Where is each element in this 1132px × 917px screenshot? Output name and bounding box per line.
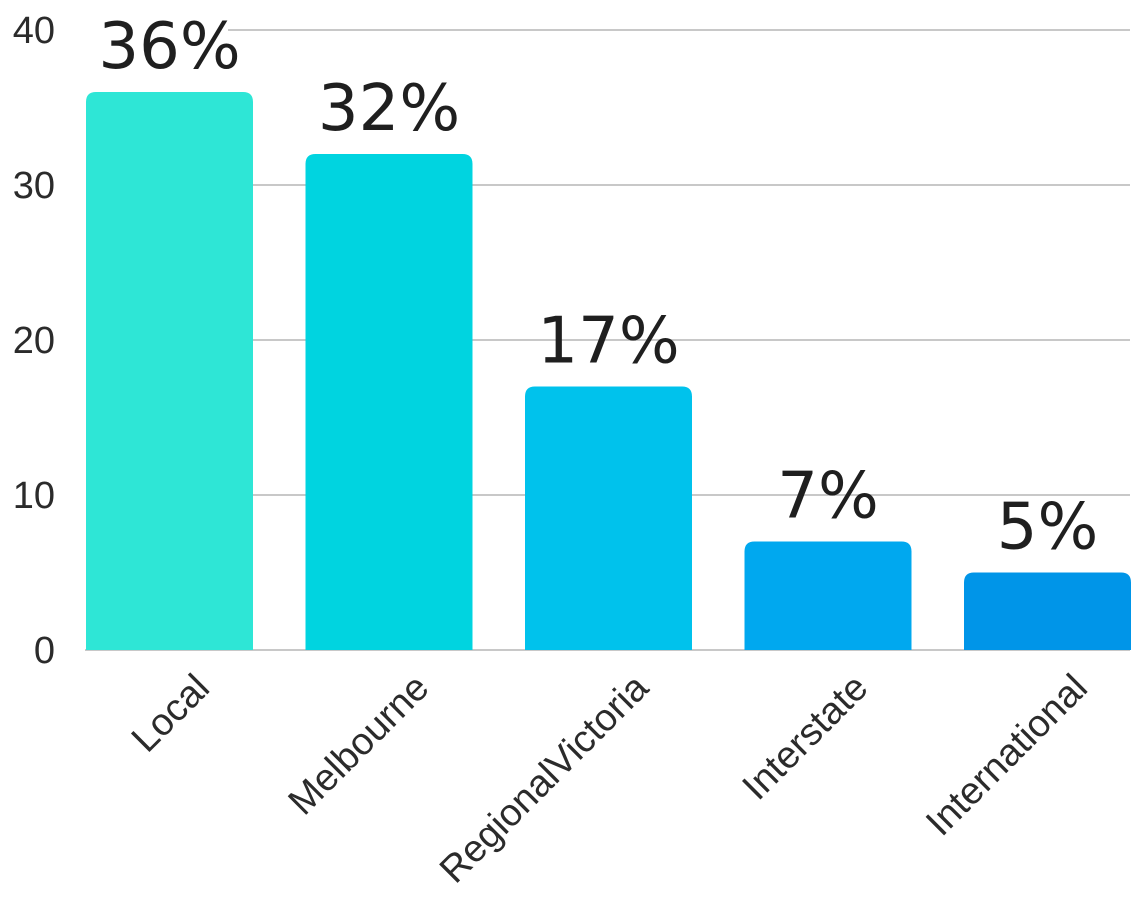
x-tick-label: Local [124,667,218,761]
y-tick-label: 40 [13,10,55,52]
bar-local [86,92,253,650]
bar-international [964,572,1131,650]
bars [86,92,1131,650]
bar-regionalvictoria [525,386,692,650]
x-tick-label: Interstate [735,667,877,809]
data-label: 17% [537,305,679,379]
x-tick-label: International [918,667,1096,845]
y-tick-label: 20 [13,320,55,362]
y-tick-label: 0 [34,630,55,672]
x-tick-label: Melbourne [281,667,438,824]
data-label: 5% [997,491,1099,565]
data-label: 32% [318,72,460,146]
bar-melbourne [305,154,473,650]
x-tick-label: RegionalVictoria [432,666,657,891]
bar-interstate [744,541,912,650]
y-axis-ticks: 0 10 20 30 40 [13,10,55,672]
data-label: 7% [777,460,879,534]
data-label: 36% [98,10,240,84]
y-tick-label: 30 [13,165,55,207]
y-tick-label: 10 [13,475,55,517]
data-labels: 36% 32% 17% 7% 5% [98,10,1098,565]
